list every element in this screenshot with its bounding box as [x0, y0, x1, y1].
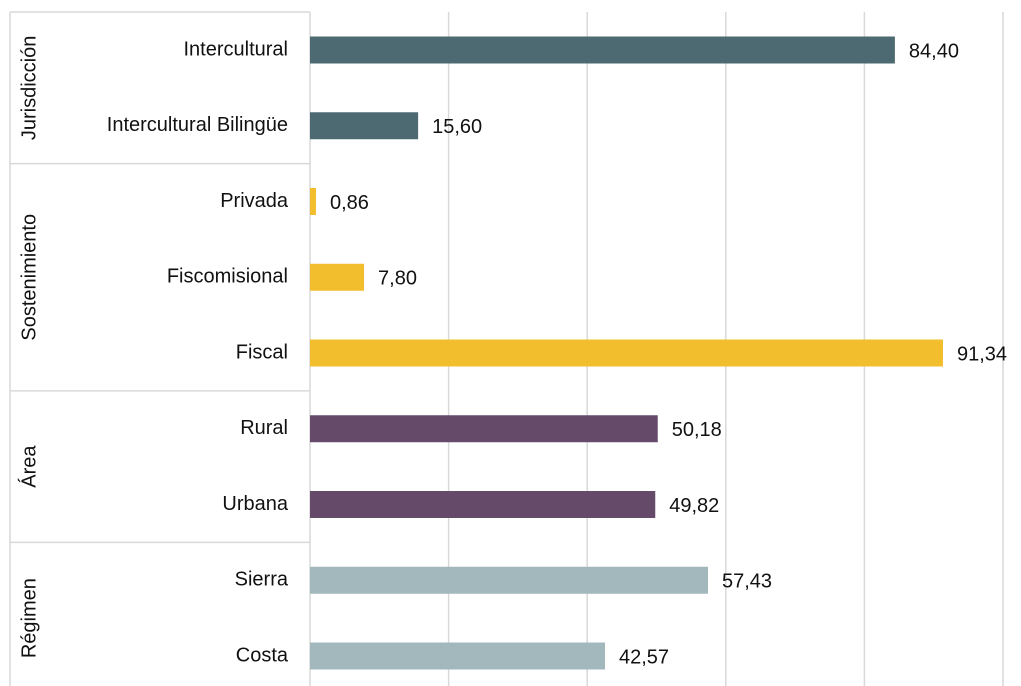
value-label: 50,18 [672, 419, 722, 441]
category-label: Sierra [235, 569, 289, 591]
value-label: 57,43 [722, 571, 772, 593]
bar [310, 566, 708, 594]
category-label: Costa [236, 644, 289, 666]
value-label: 15,60 [432, 116, 482, 138]
category-label: Urbana [222, 493, 288, 515]
category-label: Fiscomisional [167, 266, 288, 288]
bar [310, 339, 943, 367]
value-label: 0,86 [330, 192, 369, 214]
group-label: Jurisdicción [18, 36, 40, 140]
value-label: 7,80 [378, 268, 417, 290]
group-label: Régimen [18, 578, 40, 658]
bar [310, 415, 658, 443]
value-label: 49,82 [669, 495, 719, 517]
group-label: Sostenimiento [18, 214, 40, 341]
value-label: 91,34 [957, 343, 1007, 365]
group-label: Área [17, 445, 40, 488]
bar [310, 642, 606, 670]
category-label: Intercultural Bilingüe [107, 114, 288, 136]
bar [310, 188, 316, 215]
category-label: Fiscal [236, 341, 288, 363]
value-label: 84,40 [909, 40, 959, 62]
category-label: Privada [220, 190, 289, 212]
bar [310, 36, 895, 64]
category-label: Rural [240, 417, 288, 439]
category-label: Intercultural [184, 38, 289, 60]
value-label: 42,57 [619, 646, 669, 668]
bar [310, 263, 365, 291]
bar [310, 112, 419, 140]
bar [310, 491, 656, 518]
